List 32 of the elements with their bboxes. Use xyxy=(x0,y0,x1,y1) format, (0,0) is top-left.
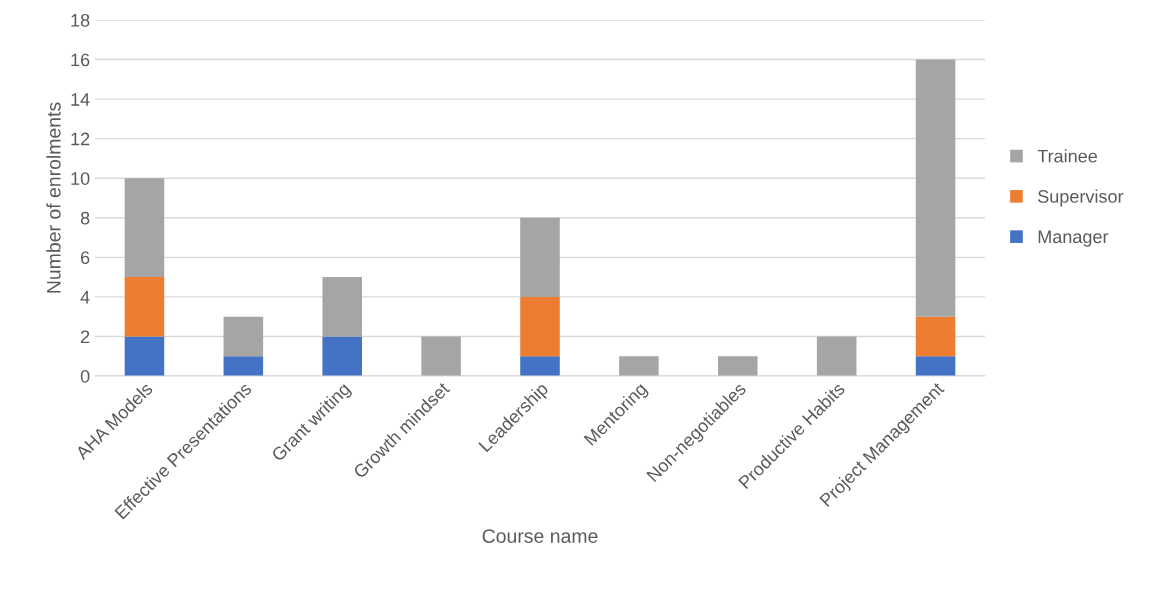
y-tick-label: 12 xyxy=(71,132,90,146)
bar xyxy=(223,316,264,357)
legend-label: Supervisor xyxy=(1038,189,1124,207)
bar xyxy=(124,277,165,337)
bar xyxy=(421,336,461,376)
y-tick-label: 18 xyxy=(71,13,90,27)
bar xyxy=(124,178,165,278)
bar xyxy=(915,316,956,357)
bar xyxy=(816,336,857,376)
bar xyxy=(718,356,758,376)
y-tick-label: 2 xyxy=(81,330,90,343)
y-tick-label: 16 xyxy=(71,53,90,67)
legend-label: Manager xyxy=(1038,230,1109,247)
bar xyxy=(322,336,362,376)
bar xyxy=(124,336,165,376)
bar xyxy=(619,356,659,376)
y-tick-label: 8 xyxy=(80,211,90,225)
y-tick-label: 0 xyxy=(80,369,90,383)
bar xyxy=(915,356,956,376)
y-tick-label: 6 xyxy=(81,251,90,265)
legend-label: Trainee xyxy=(1037,149,1097,163)
bar xyxy=(520,296,560,357)
bar xyxy=(520,217,560,297)
y-tick-label: 10 xyxy=(71,172,90,185)
bar xyxy=(322,277,362,337)
bar xyxy=(520,356,560,376)
y-tick-label: 14 xyxy=(71,93,90,106)
bar xyxy=(223,356,264,376)
bar xyxy=(915,59,956,317)
y-tick-label: 4 xyxy=(80,291,90,304)
x-axis-title: Course name xyxy=(482,529,598,543)
y-axis-title: Number of enrolments xyxy=(46,102,61,293)
